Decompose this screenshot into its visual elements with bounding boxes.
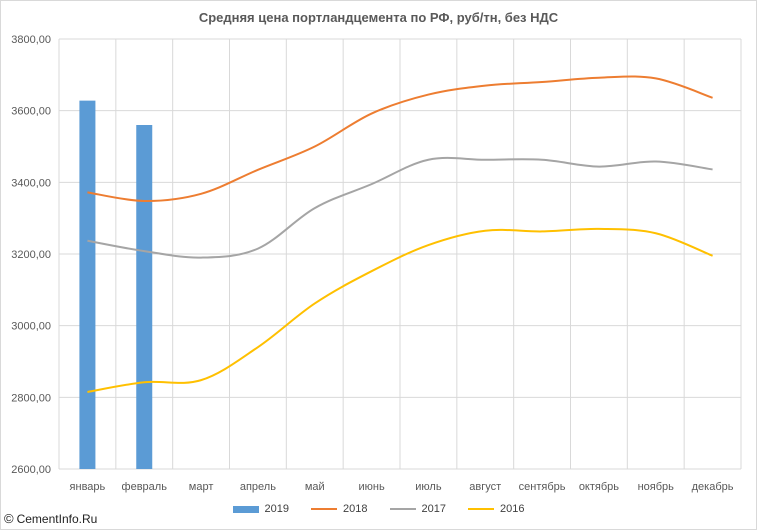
legend-swatch — [389, 508, 416, 510]
x-tick-label: июль — [415, 481, 442, 493]
series-line-2017 — [87, 156, 713, 259]
x-tick-label: март — [189, 481, 214, 493]
x-tick-label: апрель — [240, 481, 276, 493]
y-tick-label: 3000,00 — [11, 321, 51, 333]
x-tick-label: июнь — [358, 481, 384, 493]
legend-label: 2016 — [499, 503, 525, 515]
x-tick-label: январь — [70, 481, 106, 493]
x-tick-label: ноябрь — [638, 481, 675, 493]
legend-swatch — [467, 508, 494, 510]
x-tick-label: октябрь — [579, 481, 619, 493]
legend-item-2019: 2019 — [232, 503, 290, 515]
legend-swatch — [232, 505, 259, 513]
legend-label: 2019 — [264, 503, 290, 515]
y-tick-label: 2800,00 — [11, 392, 51, 404]
x-tick-label: февраль — [122, 481, 168, 493]
series-line-2018 — [87, 75, 713, 202]
y-tick-label: 3200,00 — [11, 249, 51, 261]
x-tick-label: май — [305, 481, 325, 493]
y-tick-label: 2600,00 — [11, 464, 51, 476]
series-line-2016 — [87, 227, 713, 393]
chart-title: Средняя цена портландцемента по РФ, руб/… — [198, 10, 559, 25]
watermark: © CementInfo.Ru — [4, 511, 97, 526]
copyright-symbol: © — [4, 511, 14, 526]
y-tick-label: 3400,00 — [11, 177, 51, 189]
legend-item-2016: 2016 — [467, 503, 525, 515]
legend-label: 2017 — [421, 503, 446, 515]
watermark-text: CementInfo.Ru — [16, 511, 98, 526]
legend-item-2018: 2018 — [311, 503, 368, 515]
legend-label: 2018 — [343, 503, 368, 515]
x-tick-label: декабрь — [692, 481, 734, 493]
y-tick-label: 3600,00 — [11, 106, 51, 118]
y-tick-label: 3800,00 — [11, 34, 51, 46]
bar-2019 — [79, 100, 96, 469]
bar-2019 — [136, 125, 153, 469]
legend-swatch — [311, 508, 338, 510]
x-tick-label: август — [469, 481, 501, 493]
x-tick-label: сентябрь — [519, 481, 566, 493]
legend-item-2017: 2017 — [389, 503, 446, 515]
chart-legend: 2019 2018 2017 2016 — [0, 503, 757, 515]
